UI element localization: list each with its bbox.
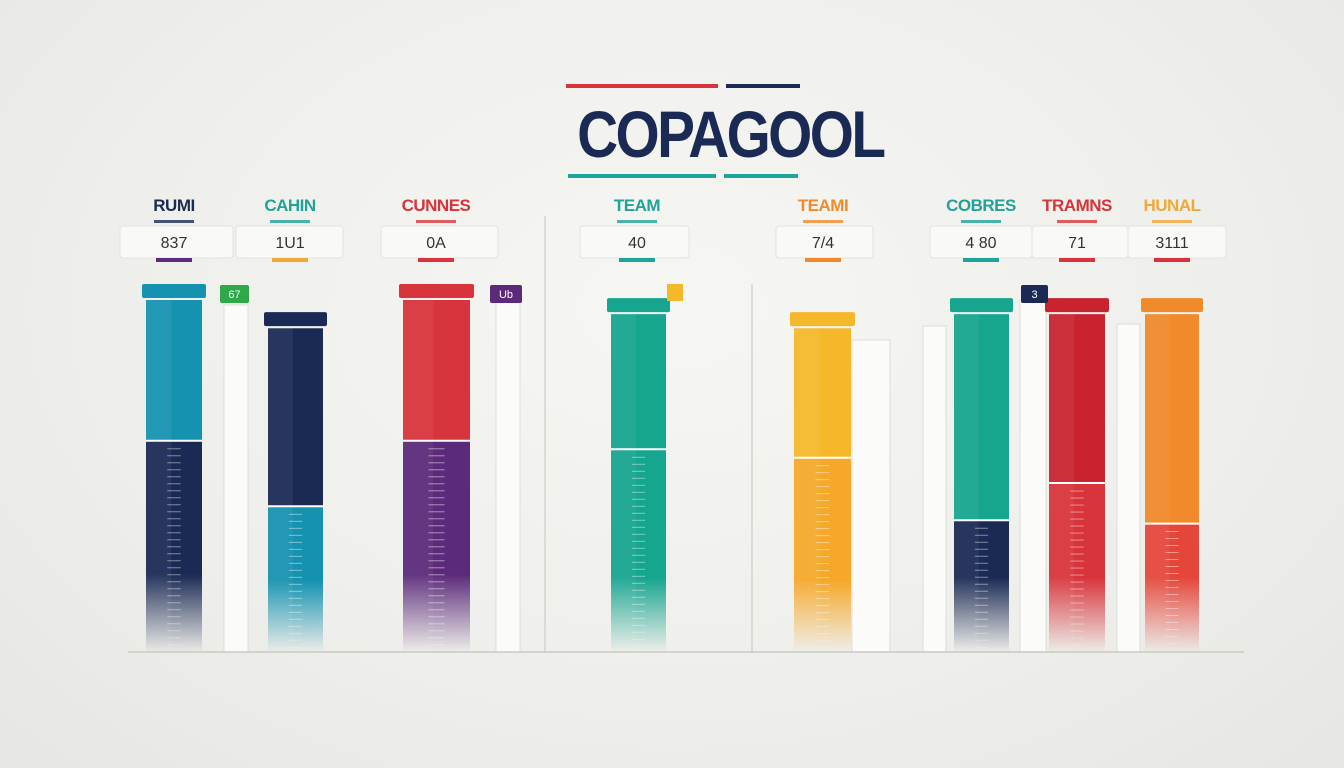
cobres-bar-upper (954, 314, 1009, 521)
value-label-0: 837 (161, 235, 188, 252)
hunal-bar-shade (1145, 314, 1170, 652)
cahin-bar-cap (264, 312, 327, 327)
tag-label-2: 3 (1031, 289, 1037, 301)
category-tick-top-0 (154, 220, 194, 223)
category-label-7: HUNAL (1144, 196, 1201, 215)
cunnes-bar-shade (403, 300, 434, 652)
value-label-2: 0A (426, 235, 446, 252)
tramns-bar-cap (1045, 298, 1109, 313)
value-label-1: 1U1 (275, 235, 304, 252)
tag-0 (220, 285, 249, 303)
value-label-5: 4 80 (965, 235, 996, 252)
value-label-3: 40 (628, 235, 646, 252)
team-bar (611, 314, 666, 652)
ghost-panel-5 (1116, 323, 1141, 653)
value-label-6: 71 (1068, 235, 1086, 252)
category-tick-top-3 (617, 220, 657, 223)
cunnes-bar-upper (403, 300, 470, 441)
bars-layer (142, 284, 1203, 653)
ghost-panel-3 (922, 325, 947, 653)
tag-2 (1021, 285, 1048, 303)
category-tick-top-2 (416, 220, 456, 223)
cahin-bar-upper (268, 328, 323, 507)
rumi-bar-upper (146, 300, 202, 441)
category-tick-bottom-0 (156, 258, 192, 262)
title-rule-navy (726, 84, 800, 88)
category-tick-bottom-6 (1059, 258, 1095, 262)
rumi-bar-cap (142, 284, 206, 298)
value-label-4: 7/4 (812, 235, 834, 252)
category-label-4: TEAMI (798, 196, 848, 215)
rumi-bar (146, 300, 202, 653)
teami-bar (794, 328, 851, 652)
category-label-5: COBRES (946, 196, 1016, 215)
cahin-bar-lower (268, 506, 323, 652)
teami-bar-cap (790, 312, 855, 327)
category-tick-bottom-1 (272, 258, 308, 262)
team-accent-square (667, 284, 683, 301)
team-bar-cap (607, 298, 670, 313)
team-bar-shade (611, 314, 636, 652)
tramns-bar (1049, 314, 1105, 652)
tramns-bar-upper (1049, 314, 1105, 484)
title-rule-teal-left (568, 174, 716, 178)
teami-bar-upper (794, 328, 851, 458)
cunnes-bar-cap (399, 284, 474, 298)
category-tick-top-7 (1152, 220, 1192, 223)
category-label-6: TRAMNS (1042, 196, 1112, 215)
rumi-bar-shade (146, 300, 172, 652)
category-label-2: CUNNES (402, 196, 471, 215)
category-tick-bottom-7 (1154, 258, 1190, 262)
category-tick-top-6 (1057, 220, 1097, 223)
category-tick-bottom-5 (963, 258, 999, 262)
labels-layer: 67 Ub 3 RUMI 837 CAHIN 1U1 CUNNES 0A TEAM 40 TEAMI 7… (153, 196, 1201, 303)
ghost-panel-4 (1019, 299, 1047, 653)
teami-bar-shade (794, 328, 820, 652)
cobres-bar-cap (950, 298, 1013, 313)
category-tick-top-4 (803, 220, 843, 223)
tag-label-1: Ub (499, 289, 513, 301)
hunal-bar-upper (1145, 314, 1199, 524)
cahin-bar (268, 328, 323, 652)
value-label-7: 3111 (1155, 235, 1188, 252)
category-tick-bottom-4 (805, 258, 841, 262)
cahin-bar-shade (268, 328, 293, 652)
ghost-panel-1 (495, 299, 521, 653)
hunal-bar-cap (1141, 298, 1203, 313)
ghost-panel-2 (851, 339, 891, 653)
tag-label-0: 67 (228, 289, 240, 301)
category-label-3: TEAM (614, 196, 661, 215)
cobres-bar (954, 314, 1009, 652)
category-tick-bottom-2 (418, 258, 454, 262)
team-bar-upper (611, 314, 666, 450)
tramns-bar-shade (1049, 314, 1075, 652)
title-rule-red (566, 84, 718, 88)
category-tick-bottom-3 (619, 258, 655, 262)
title-rule-teal-right (724, 174, 798, 178)
category-label-0: RUMI (153, 196, 194, 215)
cobres-bar-shade (954, 314, 979, 652)
ghost-panel-0 (223, 304, 249, 653)
cunnes-bar (403, 300, 470, 653)
category-label-1: CAHIN (264, 196, 316, 215)
category-tick-top-1 (270, 220, 310, 223)
tag-1 (490, 285, 522, 303)
hunal-bar (1145, 314, 1199, 652)
category-tick-top-5 (961, 220, 1001, 223)
